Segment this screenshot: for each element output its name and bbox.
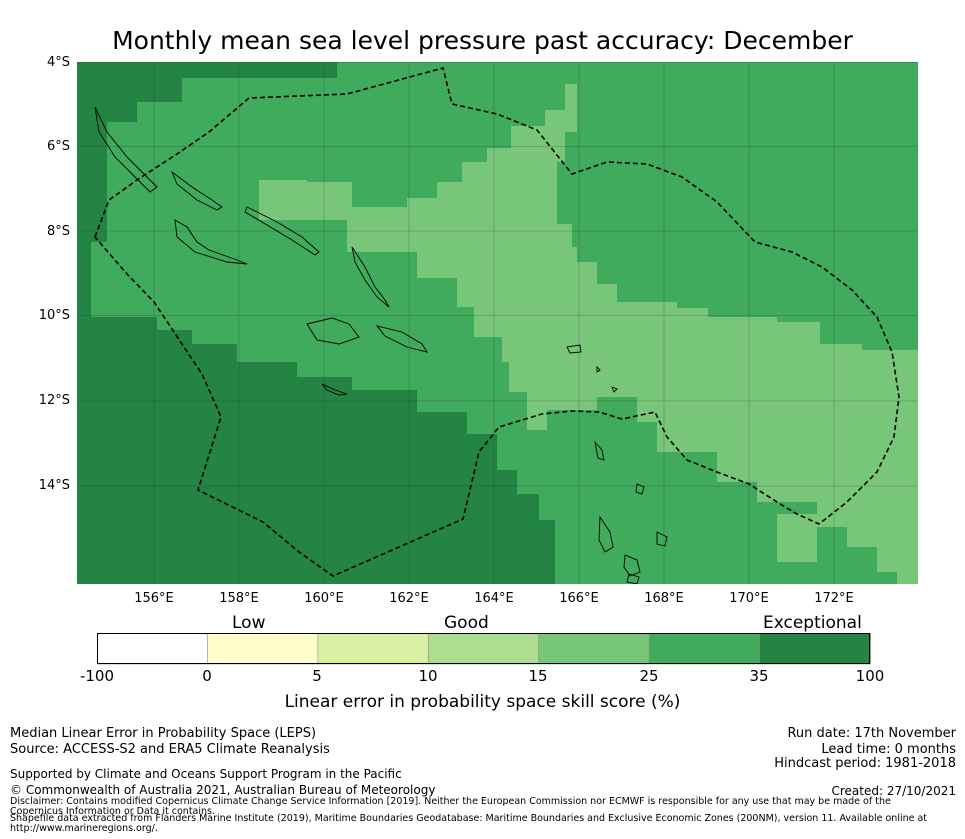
island-guadalcanal	[306, 317, 360, 345]
island-efate	[656, 531, 668, 547]
footer-supported: Supported by Climate and Oceans Support …	[10, 767, 402, 781]
island-anuta	[611, 386, 618, 393]
region-good-high	[259, 62, 918, 584]
footer-method: Median Linear Error in Probability Space…	[10, 726, 317, 741]
island-small-2	[626, 573, 640, 584]
colorbar-tick-0: 0	[202, 667, 212, 685]
lat-label-10s: 10°S	[38, 308, 70, 323]
lon-label-168e: 168°E	[644, 591, 684, 606]
colorbar-tick-15: 15	[528, 667, 548, 685]
colorbar-segment	[207, 633, 319, 665]
island-santa-cruz	[566, 344, 582, 354]
colorbar-category-exceptional: Exceptional	[763, 613, 862, 633]
lat-label-14s: 14°S	[38, 478, 70, 493]
colorbar-label: Linear error in probability space skill …	[284, 692, 681, 712]
colorbar-segment	[317, 633, 430, 665]
lon-label-166e: 166°E	[559, 591, 599, 606]
footer-lead-time: Lead time: 0 months	[821, 742, 956, 757]
lon-label-160e: 160°E	[304, 591, 344, 606]
colorbar-tick-neg100: -100	[79, 667, 115, 685]
colorbar-segment	[648, 633, 761, 665]
lat-label-4s: 4°S	[46, 55, 70, 70]
region-good-high-east	[777, 514, 817, 562]
colorbar	[97, 633, 871, 665]
lon-label-170e: 170°E	[729, 591, 769, 606]
skill-score-map	[77, 62, 918, 584]
footer-disclaimer: Disclaimer: Contains modified Copernicus…	[10, 796, 891, 817]
gridlines	[77, 62, 918, 584]
lon-label-156e: 156°E	[134, 591, 174, 606]
island-makira	[375, 325, 428, 353]
colorbar-segment	[759, 633, 871, 665]
colorbar-segment	[427, 633, 540, 665]
footer-run-date: Run date: 17th November	[787, 726, 956, 741]
island-malekula	[623, 554, 641, 577]
lon-label-162e: 162°E	[389, 591, 429, 606]
map-title: Monthly mean sea level pressure past acc…	[112, 26, 853, 55]
island-choiseul	[170, 170, 223, 211]
region-good-core	[259, 180, 307, 207]
colorbar-tick-35: 35	[749, 667, 769, 685]
colorbar-segment	[97, 633, 209, 665]
colorbar-category-low: Low	[232, 613, 266, 633]
region-exceptional-west	[77, 62, 327, 284]
island-malaita	[351, 246, 390, 308]
island-new-georgia	[174, 219, 248, 265]
lat-label-6s: 6°S	[46, 139, 70, 154]
island-outlines	[94, 106, 668, 584]
footer-created: Created: 27/10/2021	[831, 784, 956, 798]
footer-copyright: © Commonwealth of Australia 2021, Austra…	[10, 783, 436, 797]
colorbar-segment	[538, 633, 650, 665]
lon-label-172e: 172°E	[814, 591, 854, 606]
lat-label-8s: 8°S	[46, 224, 70, 239]
colorbar-tick-5: 5	[312, 667, 322, 685]
island-rennell	[321, 383, 348, 396]
lon-label-164e: 164°E	[474, 591, 514, 606]
colorbar-tick-100: 100	[855, 667, 885, 685]
region-exceptional-southwest	[77, 284, 555, 584]
footer-source: Source: ACCESS-S2 and ERA5 Climate Reana…	[10, 742, 330, 757]
lon-label-158e: 158°E	[219, 591, 259, 606]
colorbar-category-good: Good	[444, 613, 489, 633]
lat-label-12s: 12°S	[38, 393, 70, 408]
island-santa-isabel	[244, 206, 320, 256]
island-small-1	[635, 483, 645, 495]
island-bougainville	[94, 106, 158, 193]
colorbar-tick-10: 10	[418, 667, 438, 685]
colorbar-tick-25: 25	[639, 667, 659, 685]
footer-shapefile: Shapefile data extracted from Flanders M…	[10, 813, 928, 834]
island-vanua-lava	[594, 440, 605, 461]
island-espiritu-santo	[598, 515, 614, 553]
footer-hindcast: Hindcast period: 1981-2018	[774, 756, 956, 771]
island-tikopia	[596, 365, 601, 373]
eez-boundary	[94, 67, 900, 577]
region-exceptional-northcorner	[77, 62, 337, 78]
